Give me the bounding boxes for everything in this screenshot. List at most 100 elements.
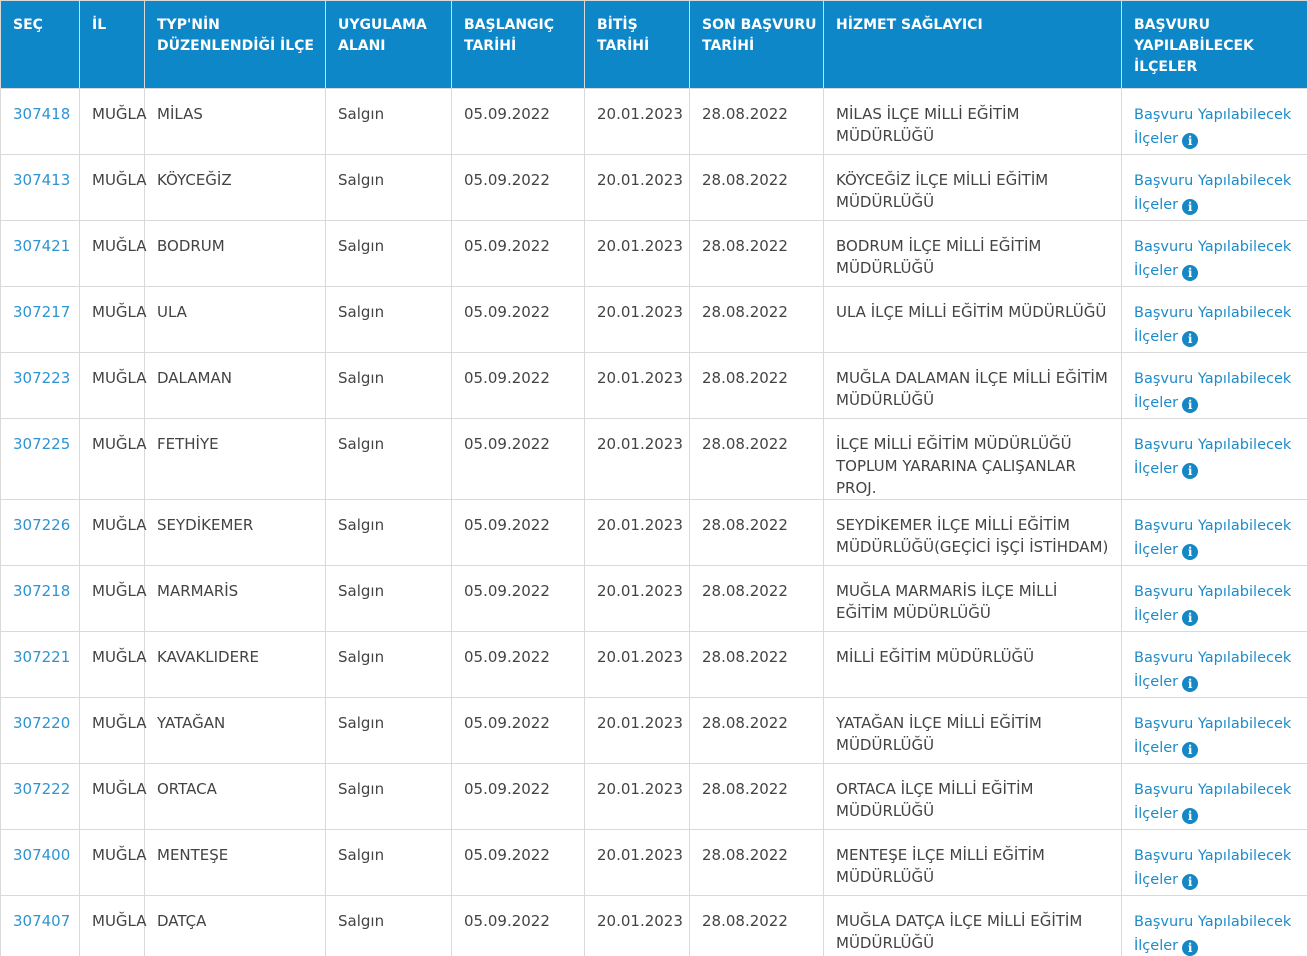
son-basvuru-tarihi-cell: 28.08.2022 <box>689 895 824 956</box>
il-cell: MUĞLA <box>79 220 147 287</box>
hizmet-saglayici-cell: YATAĞAN İLÇE MİLLİ EĞİTİM MÜDÜRLÜĞÜ <box>823 697 1122 764</box>
bitis-tarihi-cell: 20.01.2023 <box>584 631 690 698</box>
basvuru-ilceler-cell: Başvuru Yapılabilecek İlçeler i <box>1121 697 1307 764</box>
ilce-cell: BODRUM <box>144 220 326 287</box>
sec-cell: 307222 <box>0 763 80 830</box>
basvuru-ilceler-link[interactable]: Başvuru Yapılabilecek İlçeler i <box>1134 239 1292 281</box>
baslangic-tarihi-cell: 05.09.2022 <box>451 697 585 764</box>
sec-cell: 307413 <box>0 154 80 221</box>
header-row: SEÇ İL TYP'NİN DÜZENLENDİĞİ İLÇE UYGULAM… <box>0 0 1307 89</box>
basvuru-ilceler-link[interactable]: Başvuru Yapılabilecek İlçeler i <box>1134 371 1292 413</box>
column-header-bitis-tarihi: BİTİŞ TARİHİ <box>584 0 690 89</box>
baslangic-tarihi-cell: 05.09.2022 <box>451 499 585 566</box>
son-basvuru-tarihi-cell: 28.08.2022 <box>689 697 824 764</box>
baslangic-tarihi-cell: 05.09.2022 <box>451 418 585 500</box>
uygulama-alani-cell: Salgın <box>325 565 452 632</box>
baslangic-tarihi-cell: 05.09.2022 <box>451 88 585 155</box>
basvuru-ilceler-link[interactable]: Başvuru Yapılabilecek İlçeler i <box>1134 107 1292 149</box>
basvuru-ilceler-link-label: Başvuru Yapılabilecek İlçeler <box>1134 848 1292 888</box>
column-header-sec: SEÇ <box>0 0 80 89</box>
basvuru-ilceler-link-label: Başvuru Yapılabilecek İlçeler <box>1134 371 1292 411</box>
ilce-cell: KAVAKLIDERE <box>144 631 326 698</box>
table-row: 307220 MUĞLA YATAĞAN Salgın 05.09.2022 2… <box>0 697 1307 764</box>
ilce-cell: MENTEŞE <box>144 829 326 896</box>
ilce-cell: ULA <box>144 286 326 353</box>
typ-id-link[interactable]: 307225 <box>13 435 71 453</box>
basvuru-ilceler-cell: Başvuru Yapılabilecek İlçeler i <box>1121 565 1307 632</box>
typ-id-link[interactable]: 307407 <box>13 912 71 930</box>
ilce-cell: MARMARİS <box>144 565 326 632</box>
uygulama-alani-cell: Salgın <box>325 631 452 698</box>
typ-id-link[interactable]: 307421 <box>13 237 71 255</box>
typ-id-link[interactable]: 307413 <box>13 171 71 189</box>
typ-id-link[interactable]: 307418 <box>13 105 71 123</box>
hizmet-saglayici-cell: MUĞLA MARMARİS İLÇE MİLLİ EĞİTİM MÜDÜRLÜ… <box>823 565 1122 632</box>
il-cell: MUĞLA <box>79 499 147 566</box>
il-cell: MUĞLA <box>79 88 147 155</box>
basvuru-ilceler-cell: Başvuru Yapılabilecek İlçeler i <box>1121 499 1307 566</box>
baslangic-tarihi-cell: 05.09.2022 <box>451 286 585 353</box>
son-basvuru-tarihi-cell: 28.08.2022 <box>689 829 824 896</box>
hizmet-saglayici-cell: MENTEŞE İLÇE MİLLİ EĞİTİM MÜDÜRLÜĞÜ <box>823 829 1122 896</box>
basvuru-ilceler-link-label: Başvuru Yapılabilecek İlçeler <box>1134 239 1292 279</box>
ilce-cell: ORTACA <box>144 763 326 830</box>
typ-id-link[interactable]: 307217 <box>13 303 71 321</box>
hizmet-saglayici-cell: BODRUM İLÇE MİLLİ EĞİTİM MÜDÜRLÜĞÜ <box>823 220 1122 287</box>
sec-cell: 307223 <box>0 352 80 419</box>
typ-id-link[interactable]: 307221 <box>13 648 71 666</box>
basvuru-ilceler-link[interactable]: Başvuru Yapılabilecek İlçeler i <box>1134 716 1291 758</box>
info-icon: i <box>1182 199 1199 215</box>
uygulama-alani-cell: Salgın <box>325 763 452 830</box>
son-basvuru-tarihi-cell: 28.08.2022 <box>689 286 824 353</box>
hizmet-saglayici-cell: MUĞLA DATÇA İLÇE MİLLİ EĞİTİM MÜDÜRLÜĞÜ <box>823 895 1122 956</box>
uygulama-alani-cell: Salgın <box>325 154 452 221</box>
basvuru-ilceler-link[interactable]: Başvuru Yapılabilecek İlçeler i <box>1134 173 1291 215</box>
table-row: 307400 MUĞLA MENTEŞE Salgın 05.09.2022 2… <box>0 829 1307 896</box>
hizmet-saglayici-cell: ULA İLÇE MİLLİ EĞİTİM MÜDÜRLÜĞÜ <box>823 286 1122 353</box>
info-icon: i <box>1182 544 1199 560</box>
il-cell: MUĞLA <box>79 565 147 632</box>
uygulama-alani-cell: Salgın <box>325 829 452 896</box>
basvuru-ilceler-cell: Başvuru Yapılabilecek İlçeler i <box>1121 631 1307 698</box>
basvuru-ilceler-link[interactable]: Başvuru Yapılabilecek İlçeler i <box>1134 305 1291 347</box>
sec-cell: 307407 <box>0 895 80 956</box>
typ-id-link[interactable]: 307220 <box>13 714 71 732</box>
basvuru-ilceler-link[interactable]: Başvuru Yapılabilecek İlçeler i <box>1134 782 1291 824</box>
sec-cell: 307226 <box>0 499 80 566</box>
basvuru-ilceler-link[interactable]: Başvuru Yapılabilecek İlçeler i <box>1134 650 1291 692</box>
bitis-tarihi-cell: 20.01.2023 <box>584 565 690 632</box>
son-basvuru-tarihi-cell: 28.08.2022 <box>689 220 824 287</box>
uygulama-alani-cell: Salgın <box>325 499 452 566</box>
ilce-cell: DATÇA <box>144 895 326 956</box>
typ-id-link[interactable]: 307223 <box>13 369 71 387</box>
typ-id-link[interactable]: 307222 <box>13 780 71 798</box>
uygulama-alani-cell: Salgın <box>325 88 452 155</box>
sec-cell: 307400 <box>0 829 80 896</box>
typ-id-link[interactable]: 307226 <box>13 516 71 534</box>
basvuru-ilceler-link[interactable]: Başvuru Yapılabilecek İlçeler i <box>1134 848 1292 890</box>
column-header-uygulama-alani: UYGULAMA ALANI <box>325 0 452 89</box>
info-icon: i <box>1182 331 1199 347</box>
info-icon: i <box>1182 676 1199 692</box>
table-row: 307407 MUĞLA DATÇA Salgın 05.09.2022 20.… <box>0 895 1307 956</box>
bitis-tarihi-cell: 20.01.2023 <box>584 154 690 221</box>
uygulama-alani-cell: Salgın <box>325 220 452 287</box>
bitis-tarihi-cell: 20.01.2023 <box>584 763 690 830</box>
basvuru-ilceler-link[interactable]: Başvuru Yapılabilecek İlçeler i <box>1134 914 1291 956</box>
hizmet-saglayici-cell: ORTACA İLÇE MİLLİ EĞİTİM MÜDÜRLÜĞÜ <box>823 763 1122 830</box>
son-basvuru-tarihi-cell: 28.08.2022 <box>689 499 824 566</box>
typ-id-link[interactable]: 307400 <box>13 846 71 864</box>
basvuru-ilceler-link[interactable]: Başvuru Yapılabilecek İlçeler i <box>1134 437 1291 479</box>
typ-id-link[interactable]: 307218 <box>13 582 71 600</box>
basvuru-ilceler-link[interactable]: Başvuru Yapılabilecek İlçeler i <box>1134 518 1291 560</box>
sec-cell: 307221 <box>0 631 80 698</box>
ilce-cell: KÖYCEĞİZ <box>144 154 326 221</box>
sec-cell: 307418 <box>0 88 80 155</box>
bitis-tarihi-cell: 20.01.2023 <box>584 499 690 566</box>
basvuru-ilceler-cell: Başvuru Yapılabilecek İlçeler i <box>1121 418 1307 500</box>
son-basvuru-tarihi-cell: 28.08.2022 <box>689 631 824 698</box>
basvuru-ilceler-link-label: Başvuru Yapılabilecek İlçeler <box>1134 107 1292 147</box>
basvuru-ilceler-link[interactable]: Başvuru Yapılabilecek İlçeler i <box>1134 584 1291 626</box>
